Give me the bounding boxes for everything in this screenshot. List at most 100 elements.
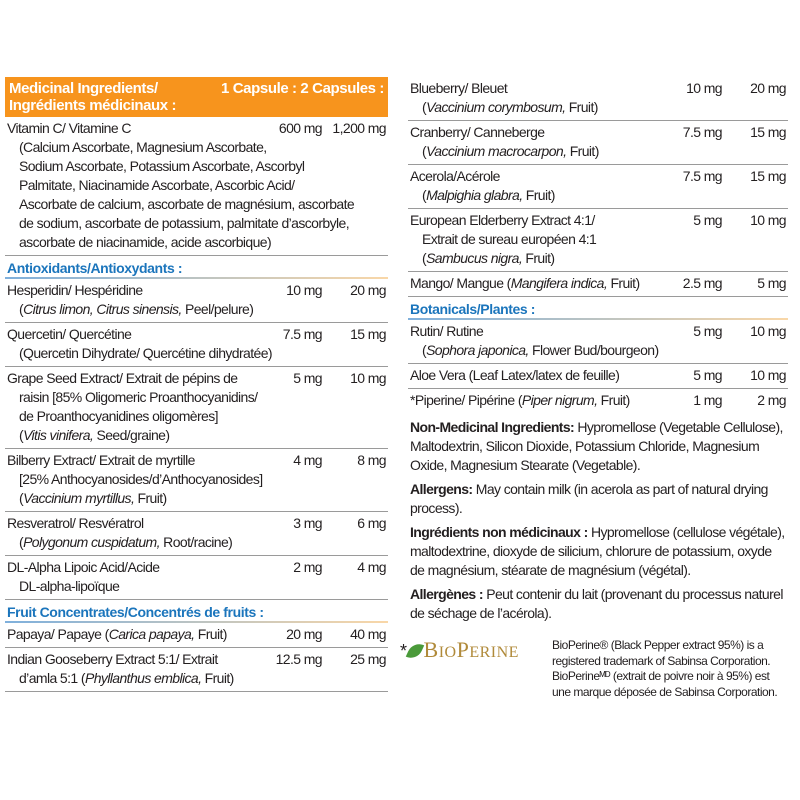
text-segment: Fruit) [522,187,556,203]
text-segment: Fruit) [134,490,168,506]
dose-1-capsule: 5 mg [693,367,722,383]
ingredient-detail-line: (Polygonum cuspidatum, Root/racine) [7,533,386,552]
latin-name: Sophora japonica, [426,342,529,358]
dose-1-capsule: 10 mg [686,80,723,96]
text-segment: Fruit) [607,275,640,291]
text-segment: de Proanthocyanidines oligomères] [19,408,218,424]
latin-name: Vaccinium corymbosum, [426,99,566,115]
text-segment: Blueberry/ Bleuet [410,80,508,96]
ingredient-row: DL-Alpha Lipoic Acid/Acide DL-alpha-lipoï… [5,556,388,600]
text-segment: (Calcium Ascorbate, Magnesium Ascorbate, [19,139,267,155]
paragraph-label: Allergens: [410,481,473,497]
dose-2-capsules: 4 mg [357,559,386,575]
latin-name: Citrus limon, Citrus sinensis, [23,301,182,317]
text-segment: Seed/graine) [93,427,170,443]
dose-2-capsules: 6 mg [357,515,386,531]
section-botanicals: Botanicals/Plantes : [408,297,788,320]
dose-1-capsule: 12.5 mg [275,651,323,667]
latin-name: Vaccinium macrocarpon, [426,143,567,159]
paragraph-text: Hypromellose (cellulose végétale), malto… [410,524,785,578]
note-line: registered trademark of Sabinsa Corporat… [552,653,771,668]
dose-1-capsule: 7.5 mg [682,168,723,184]
text-segment: Rutin/ Rutine [410,323,484,339]
section-antioxidants: Antioxidants/Antioxydants : [5,256,388,279]
ingredient-row: Mango/ Mangue (Mangifera indica, Fruit) 2… [408,272,788,297]
ingredient-detail-line: (Malpighia glabra, Fruit) [410,186,786,205]
text-segment: Quercetin/ Quercétine [7,326,132,342]
asterisk: * [400,641,408,661]
latin-name: Sambucus nigra, [426,250,523,266]
ingredient-detail-line: (Vitis vinifera, Seed/graine) [7,426,386,445]
header-title-fr: Ingrédients médicinaux : [9,97,177,114]
text-segment: ( [422,99,427,115]
text-segment: Fruit) [201,670,235,686]
info-paragraph: Ingrédients non médicinaux : Hypromellos… [410,523,788,580]
ingredient-detail-line: de sodium, ascorbate de potassium, palmi… [7,214,386,233]
ingredient-detail-line: d’amla 5:1 (Phyllanthus emblica, Fruit) [7,669,386,688]
text-segment: Flower Bud/bourgeon) [528,342,659,358]
ingredient-detail-line: [25% Anthocyanosides/d’Anthocyanosides] [7,470,386,489]
ingredient-name: Rutin/ Rutine [410,322,666,341]
text-segment: Indian Gooseberry Extract 5:1/ Extrait [7,651,218,667]
vitamin-c-group: Vitamin C/ Vitamine C (Calcium Ascorbate,… [5,117,388,256]
bioperine-trademark-note: BioPerine® (Black Pepper extract 95%) is… [552,638,788,700]
latin-name: Malpighia glabra, [426,187,523,203]
ingredient-row: European Elderberry Extract 4:1/Extrait … [408,209,788,272]
ingredient-name: Hesperidin/ Hespéridine [7,281,266,300]
dose-2-capsules: 10 mg [750,212,787,228]
ingredient-name: Indian Gooseberry Extract 5:1/ Extrait [7,650,266,669]
text-segment: ( [19,534,24,550]
dose-2-capsules: 15 mg [350,326,387,342]
dose-1-capsule: 5 mg [293,370,322,386]
dose-2-capsules: 15 mg [750,168,787,184]
latin-name: Vaccinium myrtillus, [23,490,135,506]
paragraph-label: Allergènes : [410,586,484,602]
text-segment: ascorbate de niacinamide, acide ascorbiq… [19,234,272,250]
ingredient-detail-line: Palmitate, Niacinamide Ascorbate, Ascorb… [7,176,386,195]
dose-1-capsule: 10 mg [286,282,323,298]
antioxidants-group: Hesperidin/ Hespéridine (Citrus limon, Ci… [5,279,388,600]
text-segment: DL-Alpha Lipoic Acid/Acide [7,559,160,575]
ingredient-detail-line: Ascorbate de calcium, ascorbate de magné… [7,195,386,214]
medicinal-ingredients-header: Medicinal Ingredients/ Ingrédients médic… [5,77,388,117]
header-doses: 1 Capsule : 2 Capsules : [221,80,384,97]
text-segment: Acerola/Acérole [410,168,500,184]
text-segment: raisin [85% Oligomeric Proanthocyanidins… [19,389,258,405]
text-segment: Papaya/ Papaye ( [7,626,109,642]
latin-name: Phyllanthus emblica, [84,670,202,686]
dose-1-capsule: 2 mg [293,559,322,575]
ingredient-detail-line: (Sambucus nigra, Fruit) [410,249,786,268]
dose-1-capsule: 600 mg [278,120,323,136]
paragraphs: Non-Medicinal Ingredients: Hypromellose … [408,418,788,623]
latin-name: Carica papaya, [108,626,195,642]
text-segment: Fruit) [565,99,599,115]
ingredient-name: Grape Seed Extract/ Extrait de pépins de [7,369,266,388]
text-segment: ( [19,427,24,443]
ingredient-name: Vitamin C/ Vitamine C [7,119,266,138]
right-column: Blueberry/ Bleuet (Vaccinium corymbosum, … [400,77,788,707]
text-segment: *Piperine/ Pipérine ( [410,392,523,408]
ingredient-row: Blueberry/ Bleuet (Vaccinium corymbosum, … [408,77,788,121]
dose-2-capsules: 10 mg [750,367,787,383]
text-segment: ( [422,187,427,203]
text-segment: d’amla 5:1 ( [19,670,86,686]
ingredient-row: Aloe Vera (Leaf Latex/latex de feuille) 5… [408,364,788,389]
dose-2-capsules: 15 mg [750,124,787,140]
ingredient-name: Blueberry/ Bleuet [410,79,666,98]
dose-1-capsule: 7.5 mg [682,124,723,140]
dose-2-capsules: 2 mg [757,392,786,408]
dose-1-capsule: 5 mg [693,212,722,228]
ingredient-name: Acerola/Acérole [410,167,666,186]
dose-2-capsules: 10 mg [350,370,387,386]
dose-1-capsule: 20 mg [286,626,323,642]
ingredient-detail-line: (Citrus limon, Citrus sinensis, Peel/pel… [7,300,386,319]
dose-1-capsule: 2.5 mg [682,275,723,291]
info-paragraph: Allergens: May contain milk (in acerola … [410,480,788,518]
ingredient-name: Cranberry/ Canneberge [410,123,666,142]
paragraph-label: Ingrédients non médicinaux : [410,524,588,540]
text-segment: Fruit) [597,392,631,408]
text-segment: Cranberry/ Canneberge [410,124,545,140]
ingredient-row: Acerola/Acérole (Malpighia glabra, Fruit)… [408,165,788,209]
ingredient-detail-line: DL-alpha-lipoïque [7,577,386,596]
text-segment: Fruit) [566,143,600,159]
